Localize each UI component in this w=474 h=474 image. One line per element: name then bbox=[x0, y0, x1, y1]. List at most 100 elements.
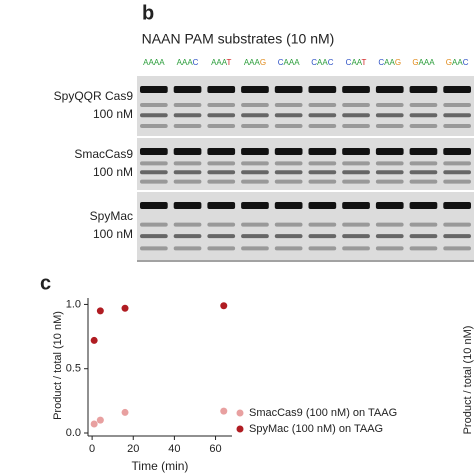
legend-label: SpyMac (100 nM) on TAAG bbox=[249, 423, 383, 435]
lane-letter: A bbox=[294, 58, 300, 67]
row-name: SmacCas9 bbox=[74, 147, 133, 161]
lane-letter: C bbox=[278, 58, 284, 67]
lane-letter: C bbox=[378, 58, 384, 67]
gel-band bbox=[140, 222, 168, 227]
gel-band bbox=[140, 113, 168, 118]
lane-letter: A bbox=[149, 58, 155, 67]
lane-letter: T bbox=[227, 58, 232, 67]
gel-band bbox=[342, 234, 370, 239]
gel-band bbox=[308, 86, 337, 93]
gel-title: NAAN PAM substrates (10 nM) bbox=[142, 31, 335, 47]
gel-band bbox=[207, 222, 236, 227]
lane-letter: G bbox=[395, 58, 401, 67]
gel-band bbox=[409, 124, 438, 128]
gel-band bbox=[207, 86, 236, 93]
lane-letter: A bbox=[429, 58, 435, 67]
gel-band bbox=[274, 246, 303, 251]
gel-band bbox=[140, 234, 168, 239]
gel-band bbox=[173, 103, 202, 107]
gel-band bbox=[241, 103, 269, 107]
gel-band bbox=[241, 222, 269, 227]
gel-band bbox=[241, 124, 269, 128]
gel-band bbox=[241, 86, 269, 93]
gel-band bbox=[241, 148, 269, 155]
lane-letter: A bbox=[211, 58, 217, 67]
gel-band bbox=[173, 113, 202, 118]
lane-letter: C bbox=[328, 58, 334, 67]
y-axis-label: Product / total (10 nM) bbox=[52, 311, 64, 420]
lane-letter: A bbox=[222, 58, 228, 67]
gel-band bbox=[207, 234, 236, 239]
lane-letter: A bbox=[249, 58, 255, 67]
row-conc: 100 nM bbox=[93, 165, 133, 179]
lane-letter: A bbox=[182, 58, 188, 67]
x-tick-label: 60 bbox=[209, 443, 221, 455]
lane-label: GAAC bbox=[446, 58, 469, 67]
gel-band bbox=[308, 234, 337, 239]
cut-axis-label: Product / total (10 nM) bbox=[462, 326, 474, 435]
gel-band bbox=[375, 103, 404, 107]
gel-band bbox=[308, 222, 337, 227]
gel-band bbox=[140, 124, 168, 128]
gel-band bbox=[443, 170, 471, 175]
lane-letter: A bbox=[390, 58, 396, 67]
gel-band bbox=[375, 179, 404, 184]
gel-band bbox=[375, 86, 404, 93]
y-tick-label: 0.5 bbox=[66, 363, 81, 375]
gel-band bbox=[342, 170, 370, 175]
gel-band bbox=[274, 222, 303, 227]
gel-band bbox=[308, 179, 337, 184]
data-point bbox=[90, 336, 98, 344]
gel-band bbox=[241, 234, 269, 239]
lane-letter: G bbox=[412, 58, 418, 67]
gel-band bbox=[308, 246, 337, 251]
lane-letter: A bbox=[357, 58, 363, 67]
gel-band bbox=[375, 170, 404, 175]
lane-letter: A bbox=[255, 58, 261, 67]
gel-band bbox=[409, 179, 438, 184]
lane-letter: C bbox=[193, 58, 199, 67]
lane-label: AAAA bbox=[143, 58, 165, 67]
lane-letter: A bbox=[452, 58, 458, 67]
gel-band bbox=[342, 124, 370, 128]
x-tick-label: 20 bbox=[127, 443, 139, 455]
gel-band bbox=[409, 161, 438, 166]
gel-band bbox=[375, 124, 404, 128]
gel-band bbox=[140, 103, 168, 107]
gel-band bbox=[207, 124, 236, 128]
lane-letter: C bbox=[346, 58, 352, 67]
lane-letter: A bbox=[159, 58, 165, 67]
gel-band bbox=[207, 103, 236, 107]
gel-band bbox=[274, 86, 303, 93]
gel-band bbox=[207, 202, 236, 209]
gel-band bbox=[140, 161, 168, 166]
gel-band bbox=[409, 202, 438, 209]
gel-band bbox=[409, 113, 438, 118]
y-tick-label: 1.0 bbox=[66, 298, 81, 310]
gel-band bbox=[443, 179, 471, 184]
lane-label: AAAG bbox=[244, 58, 266, 67]
lane-letter: A bbox=[154, 58, 160, 67]
gel-band bbox=[409, 86, 438, 93]
lane-letter: C bbox=[311, 58, 317, 67]
gel-band bbox=[207, 246, 236, 251]
gel-band bbox=[173, 161, 202, 166]
row-name: SpyMac bbox=[90, 209, 133, 223]
gel-band bbox=[173, 148, 202, 155]
lane-label: CAAC bbox=[311, 58, 333, 67]
data-point bbox=[121, 304, 129, 312]
lane-letter: T bbox=[362, 58, 367, 67]
gel-band bbox=[140, 170, 168, 175]
lane-letter: A bbox=[322, 58, 328, 67]
gel-band bbox=[274, 124, 303, 128]
lane-label: AAAC bbox=[177, 58, 199, 67]
gel-band bbox=[274, 202, 303, 209]
gel-band bbox=[274, 170, 303, 175]
gel-band bbox=[409, 170, 438, 175]
y-tick-label: 0.0 bbox=[66, 427, 81, 439]
gel-band bbox=[241, 161, 269, 166]
gel-band bbox=[342, 148, 370, 155]
gel-band bbox=[443, 124, 471, 128]
gel-band bbox=[342, 86, 370, 93]
